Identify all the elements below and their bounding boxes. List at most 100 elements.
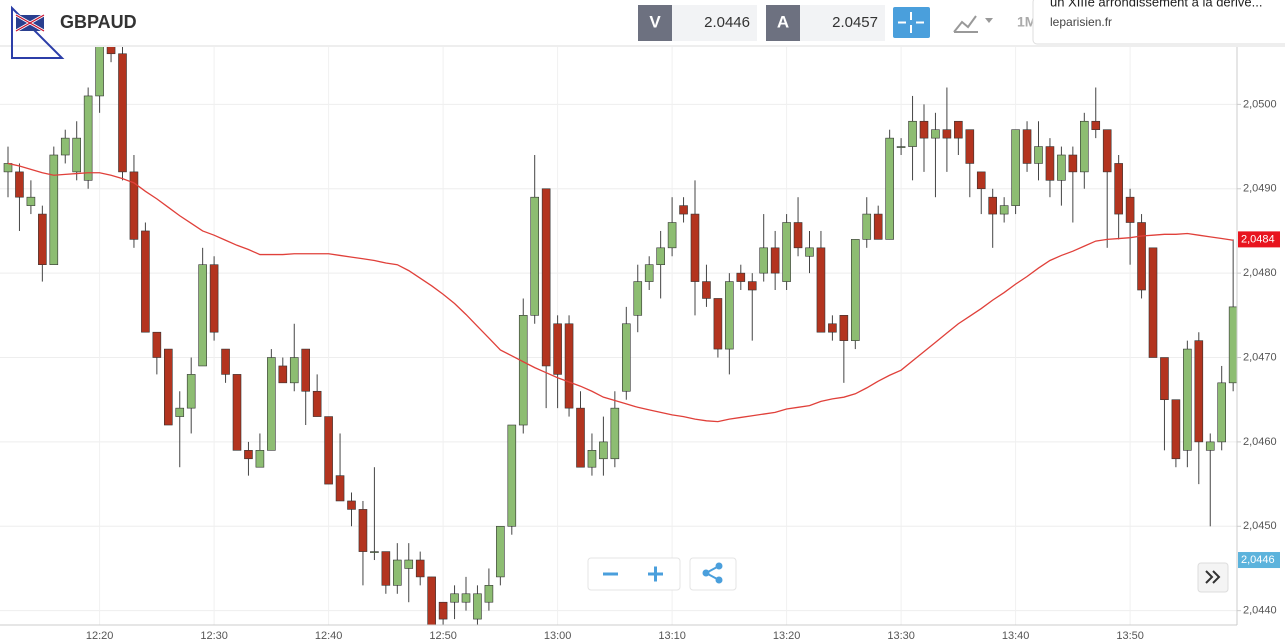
y-tick-label: 2,0440 bbox=[1243, 605, 1277, 617]
candle-body bbox=[633, 281, 643, 316]
candle-body bbox=[496, 525, 505, 578]
candle-body bbox=[324, 416, 333, 485]
candle-body bbox=[793, 222, 803, 249]
notification-headline: un XIIIe arrondissement à la dérive... bbox=[1050, 0, 1262, 9]
candle-body bbox=[965, 129, 975, 164]
candle-body bbox=[1194, 340, 1204, 443]
candle-body bbox=[1228, 306, 1237, 384]
ask-tag[interactable] bbox=[766, 5, 800, 41]
candle-body bbox=[862, 213, 872, 240]
candle-body bbox=[587, 450, 597, 468]
candle-body bbox=[553, 323, 562, 375]
candle-body bbox=[931, 129, 940, 139]
x-tick-label: 13:20 bbox=[773, 630, 801, 642]
candle-body bbox=[129, 171, 139, 240]
candle-body bbox=[60, 137, 70, 156]
candle-body bbox=[576, 407, 585, 468]
candle-body bbox=[312, 390, 322, 417]
dropdown-arrow[interactable] bbox=[985, 18, 993, 23]
bid-price: 2.0446 bbox=[704, 14, 750, 31]
candle-body bbox=[358, 509, 368, 552]
candle-body bbox=[1102, 129, 1112, 173]
candle-body bbox=[1080, 120, 1089, 173]
share-dot bbox=[715, 576, 723, 584]
chart-type-icon[interactable] bbox=[953, 15, 978, 33]
candle-body bbox=[278, 365, 288, 384]
candle-body bbox=[759, 247, 769, 274]
ask-box[interactable] bbox=[800, 5, 885, 41]
price-marker bbox=[1238, 552, 1280, 569]
candle-body bbox=[1183, 348, 1192, 451]
x-tick-label: 13:00 bbox=[544, 630, 572, 642]
candle-body bbox=[908, 120, 917, 147]
bid-tag[interactable] bbox=[638, 5, 672, 41]
candle-body bbox=[198, 264, 207, 367]
timeframe[interactable]: 1M bbox=[1017, 14, 1036, 30]
drawing-tool[interactable] bbox=[11, 5, 65, 59]
zoom-in[interactable] bbox=[648, 566, 663, 582]
candle-body bbox=[370, 551, 379, 553]
share-button[interactable] bbox=[689, 557, 737, 591]
x-tick-label: 13:30 bbox=[887, 630, 915, 642]
candle-body bbox=[95, 47, 104, 97]
candle-body bbox=[999, 205, 1009, 215]
candle-body bbox=[461, 593, 471, 603]
moving-average bbox=[7, 162, 1234, 423]
notification-source: leparisien.fr bbox=[1050, 15, 1112, 29]
candle-body bbox=[736, 272, 746, 282]
crosshair-button[interactable] bbox=[893, 7, 930, 38]
x-tick-label: 13:50 bbox=[1116, 630, 1144, 642]
scroll-end-button[interactable] bbox=[1197, 562, 1229, 593]
candle-body bbox=[72, 137, 81, 173]
candle-body bbox=[747, 281, 757, 291]
candle-body bbox=[106, 47, 116, 55]
candle-body bbox=[175, 407, 185, 417]
candle-body bbox=[564, 323, 574, 409]
candle-body bbox=[919, 120, 929, 139]
price-marker-label: 2,0446 bbox=[1241, 554, 1275, 566]
candle-body bbox=[1171, 399, 1181, 460]
candle-body bbox=[644, 264, 654, 282]
candle-body bbox=[1125, 196, 1135, 223]
notification[interactable] bbox=[1032, 0, 1285, 45]
candle-body bbox=[404, 559, 414, 569]
candle-body bbox=[347, 500, 356, 510]
candle-body bbox=[1022, 129, 1032, 164]
x-tick-label: 12:40 bbox=[315, 630, 343, 642]
y-tick-label: 2,0460 bbox=[1243, 436, 1277, 448]
grid bbox=[0, 47, 1237, 625]
crosshair-icon bbox=[898, 12, 924, 33]
candle-body bbox=[702, 281, 711, 299]
candle-body bbox=[473, 593, 482, 620]
candle-body bbox=[1034, 146, 1043, 164]
candle-body bbox=[49, 154, 59, 265]
candle-body bbox=[484, 585, 494, 603]
candle-body bbox=[427, 576, 436, 625]
candle-body bbox=[1114, 163, 1123, 215]
candle-body bbox=[541, 188, 551, 367]
candle-body bbox=[610, 407, 620, 460]
candle-body bbox=[38, 213, 47, 265]
candle-body bbox=[381, 551, 391, 586]
bid-box[interactable] bbox=[672, 5, 757, 41]
candle-body bbox=[976, 171, 986, 190]
ask-price: 2.0457 bbox=[832, 14, 878, 31]
candle-body bbox=[621, 323, 631, 392]
share-dot bbox=[702, 569, 710, 577]
x-tick-label: 12:50 bbox=[429, 630, 457, 642]
candle-body bbox=[518, 315, 528, 426]
y-tick-label: 2,0450 bbox=[1243, 520, 1277, 532]
candle-body bbox=[770, 247, 780, 274]
candle-body bbox=[232, 374, 242, 451]
candle-body bbox=[335, 475, 345, 502]
candle-body bbox=[415, 559, 425, 578]
candle-body bbox=[221, 348, 230, 375]
x-tick-label: 13:10 bbox=[658, 630, 686, 642]
candle-body bbox=[1148, 247, 1158, 358]
price-marker-label: 2,0484 bbox=[1241, 233, 1275, 245]
candle-body bbox=[805, 247, 814, 257]
share-dot bbox=[715, 562, 723, 570]
